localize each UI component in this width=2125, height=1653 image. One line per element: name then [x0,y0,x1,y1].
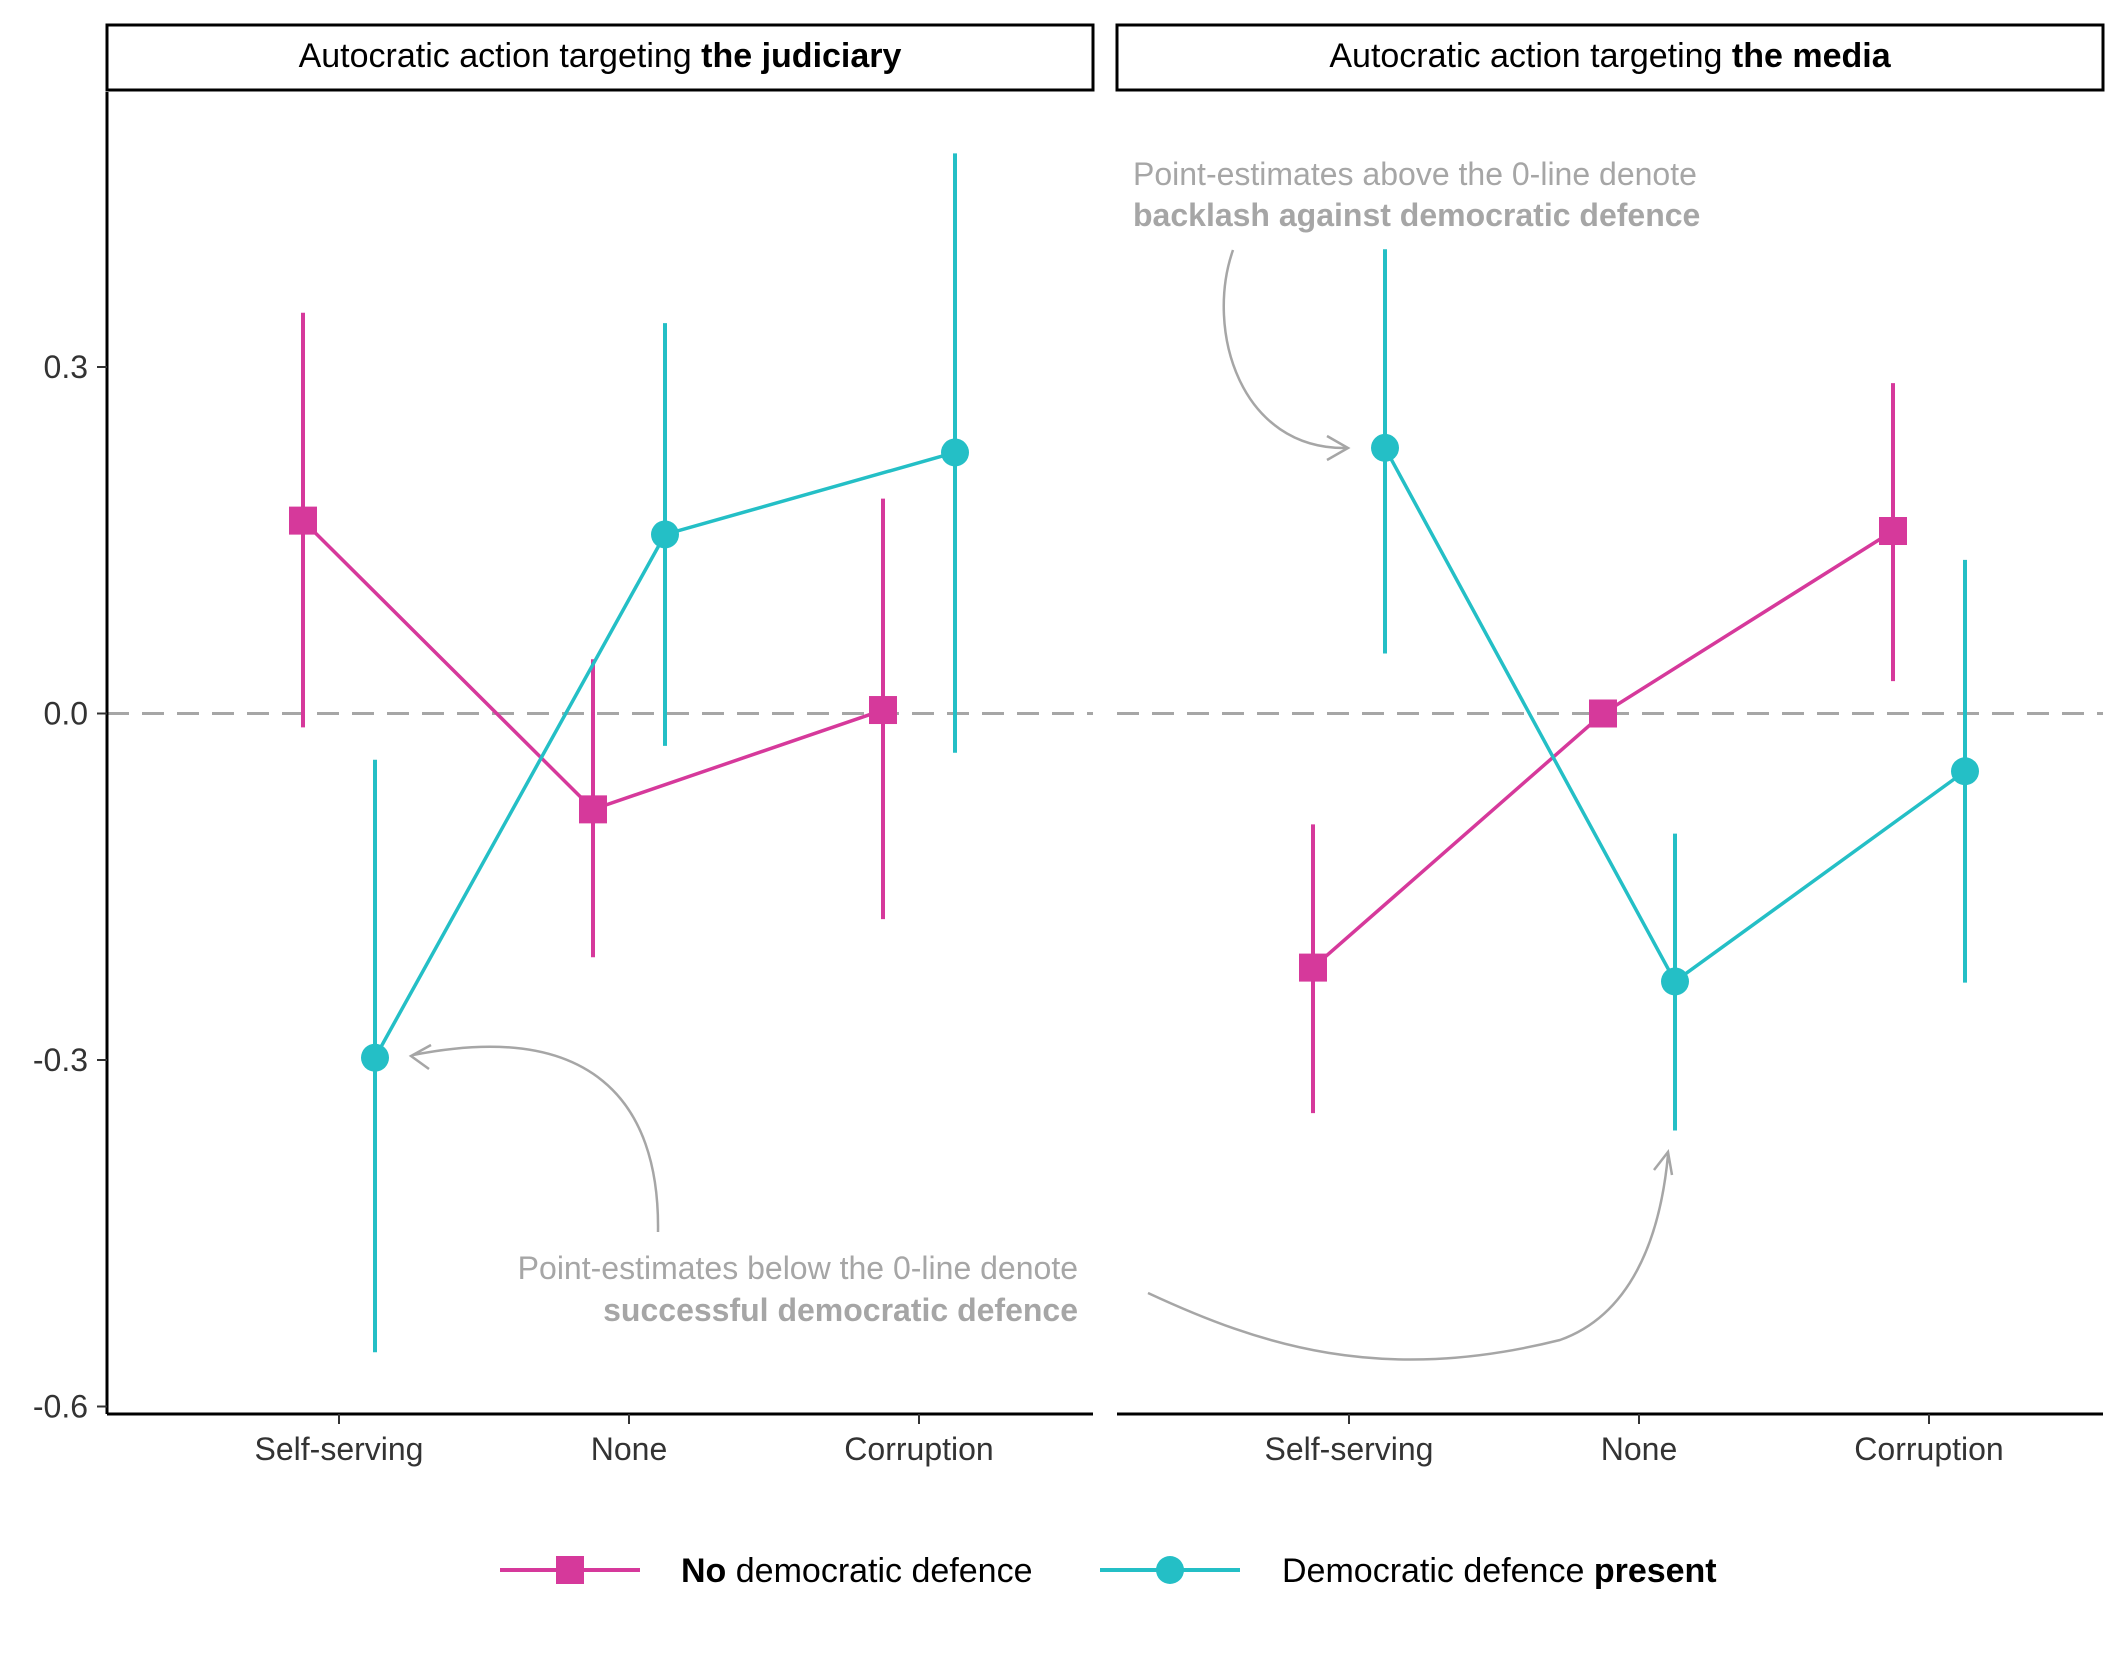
annotation-below-line1: Point-estimates below the 0-line denote [518,1250,1078,1286]
annotation-arrow [1222,249,1348,450]
legend-square-marker [556,1556,584,1584]
legend-circle-marker [1156,1556,1184,1584]
point-circle-marker [651,520,679,549]
panel-title-judiciary: Autocratic action targeting the judiciar… [299,37,902,75]
arrow-head [1326,434,1351,462]
annotation-arrow [412,1045,660,1233]
x-tick-label: None [1601,1431,1678,1467]
point-square-marker [1879,517,1907,546]
point-square-marker [579,795,607,824]
x-tick-label: Corruption [1854,1431,2003,1467]
annotation-above-line2: backlash against democratic defence [1133,197,1700,233]
point-square-marker [869,696,897,725]
panel-strip [105,23,1095,92]
x-tick-label: Corruption [844,1431,993,1467]
point-circle-marker [361,1043,389,1072]
legend-label-no-defence: No democratic defence [681,1552,1033,1590]
point-circle-marker [1661,967,1689,996]
point-circle-marker [1371,433,1399,462]
point-square-marker [1299,953,1327,982]
legend-label-defence: Democratic defence present [1282,1552,1717,1590]
x-tick-label: Self-serving [1265,1431,1434,1467]
y-tick-label: 0.3 [44,349,88,385]
arrow-head [1653,1149,1674,1176]
y-tick-label: -0.3 [33,1042,88,1078]
y-tick-label: -0.6 [33,1389,88,1425]
y-tick-label: 0.0 [44,696,88,732]
panel-title-media: Autocratic action targeting the media [1329,37,1891,75]
legend: No democratic defence Democratic defence… [500,1552,1717,1590]
annotation-below-line2: successful democratic defence [603,1292,1078,1328]
annotation-above-line1: Point-estimates above the 0-line denote [1133,156,1697,192]
point-circle-marker [941,438,969,467]
annotation-arrow [1147,1154,1670,1361]
panel-strip [1115,23,2105,92]
point-circle-marker [1951,757,1979,786]
point-square-marker [1589,699,1617,728]
x-tick-label: Self-serving [255,1431,424,1467]
x-tick-label: None [591,1431,668,1467]
series-line-no-defence [1311,529,1894,969]
point-square-marker [289,506,317,535]
arrow-head [408,1043,432,1071]
